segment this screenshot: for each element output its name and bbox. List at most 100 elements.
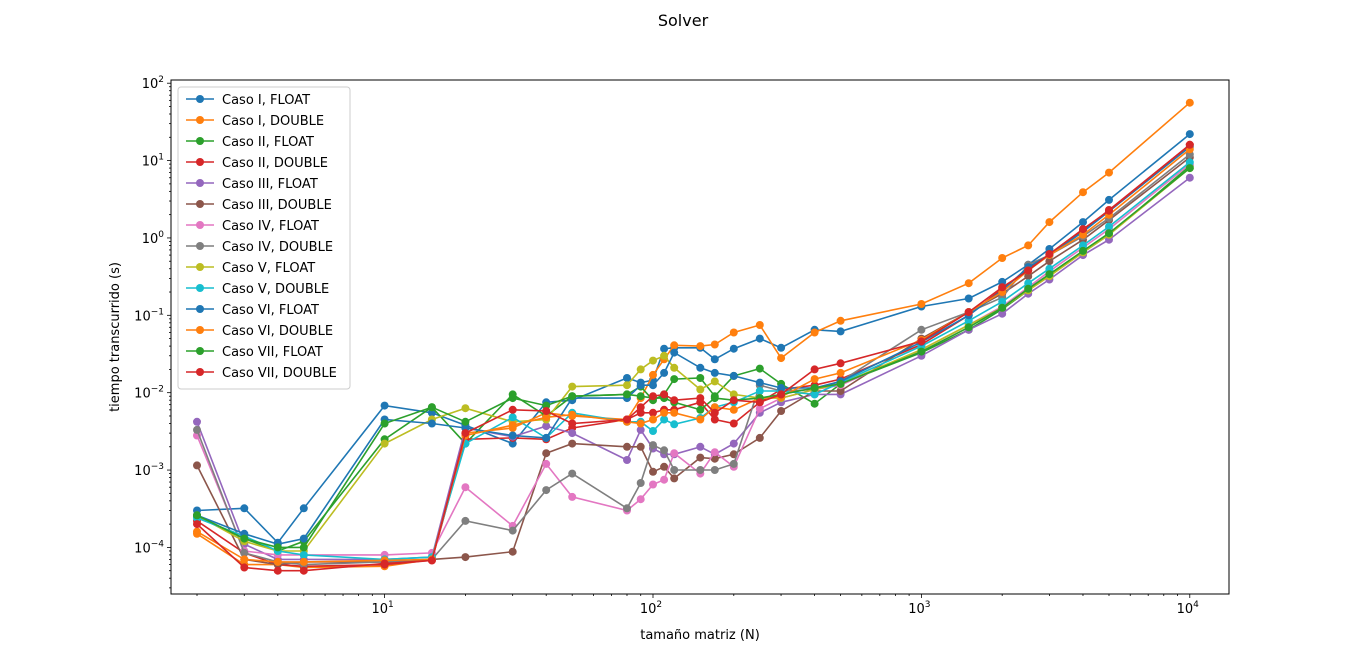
legend-label: Caso IV, DOUBLE [222,240,333,255]
legend-label: Caso II, FLOAT [222,135,314,150]
data-point [508,413,517,422]
data-point [568,392,577,401]
data-point [660,415,669,424]
data-point [240,563,249,572]
data-point [670,396,679,405]
data-point [299,557,308,566]
data-point [660,446,669,455]
data-point [810,365,819,374]
x-tick-label: 102 [640,600,662,617]
data-point [508,547,517,556]
data-point [427,408,436,417]
legend: Caso I, FLOAT Caso I, DOUBLE Caso II, FLOA… [177,86,351,390]
data-point [1079,246,1087,255]
data-point [1024,284,1033,293]
data-point [623,374,631,382]
data-point [710,448,719,457]
x-axis-label: tamaño matriz (N) [640,628,760,643]
data-point [461,404,470,413]
data-point [273,566,282,575]
data-point [710,403,719,412]
data-point [755,404,764,413]
y-tick-label: 10−2 [134,385,164,402]
data-point [623,381,631,390]
legend-marker [196,326,204,334]
data-point [193,461,201,470]
legend-item: Caso IV, DOUBLE [186,240,333,255]
data-point [964,316,973,325]
data-point [427,419,436,428]
data-point [729,459,738,468]
x-tick-label: 103 [908,600,930,617]
data-point [729,439,738,448]
data-point [810,328,819,337]
data-point [508,394,517,403]
data-point [623,442,631,451]
data-point [964,279,973,288]
series-line [196,148,1191,563]
data-point [636,479,645,487]
data-point [670,348,679,357]
data-point [810,390,819,399]
data-point [649,408,657,417]
data-point [1105,168,1113,177]
data-point [777,390,786,399]
data-point [542,433,551,442]
plot-area-frame [170,79,1230,595]
data-point [193,520,201,529]
x-tick-label: 104 [1177,600,1200,617]
y-tick-label: 101 [142,153,164,170]
data-point [649,392,657,401]
data-point [836,368,845,377]
legend-item: Caso III, DOUBLE [186,198,332,213]
data-point [729,328,738,337]
data-point [836,316,845,325]
data-point [299,534,308,543]
legend-marker [196,95,204,103]
data-point [240,534,249,543]
data-point [508,439,517,448]
data-point [636,392,645,401]
data-point [998,303,1007,312]
data-point [777,343,786,352]
data-point [1079,230,1087,239]
data-point [710,454,719,463]
data-point [998,254,1007,262]
data-point [755,364,764,373]
data-point [660,462,669,471]
data-point [542,459,551,468]
legend-item: Caso I, DOUBLE [186,114,324,129]
axes: 101 102 103 104 10−4 10−3 10−2 10−1 100 101 102 [134,75,1199,617]
data-point [755,378,764,387]
data-point [755,398,764,407]
data-point [696,394,705,403]
data-point [508,431,517,440]
data-point [649,381,657,390]
data-point [1105,229,1113,238]
data-point [273,557,282,566]
data-point [193,417,201,426]
y-tick-label: 10−3 [134,462,164,479]
data-point [461,417,470,426]
data-point [710,377,719,386]
data-point [461,429,470,438]
data-point [1105,222,1113,231]
legend-label: Caso VI, DOUBLE [222,324,333,339]
data-point [299,543,308,552]
data-point [636,442,645,451]
data-point [998,297,1007,306]
data-point [710,415,719,424]
data-point [710,408,719,417]
data-point [729,396,738,405]
legend-label: Caso IV, FLOAT [222,219,319,234]
series-14 [193,140,1194,575]
data-point [917,325,926,334]
data-point [917,337,926,346]
data-point [240,548,249,557]
data-point [299,504,308,513]
legend-marker [196,158,204,166]
data-point [427,403,436,412]
data-point [380,559,389,568]
data-point [1185,164,1194,173]
data-point [1079,188,1087,197]
